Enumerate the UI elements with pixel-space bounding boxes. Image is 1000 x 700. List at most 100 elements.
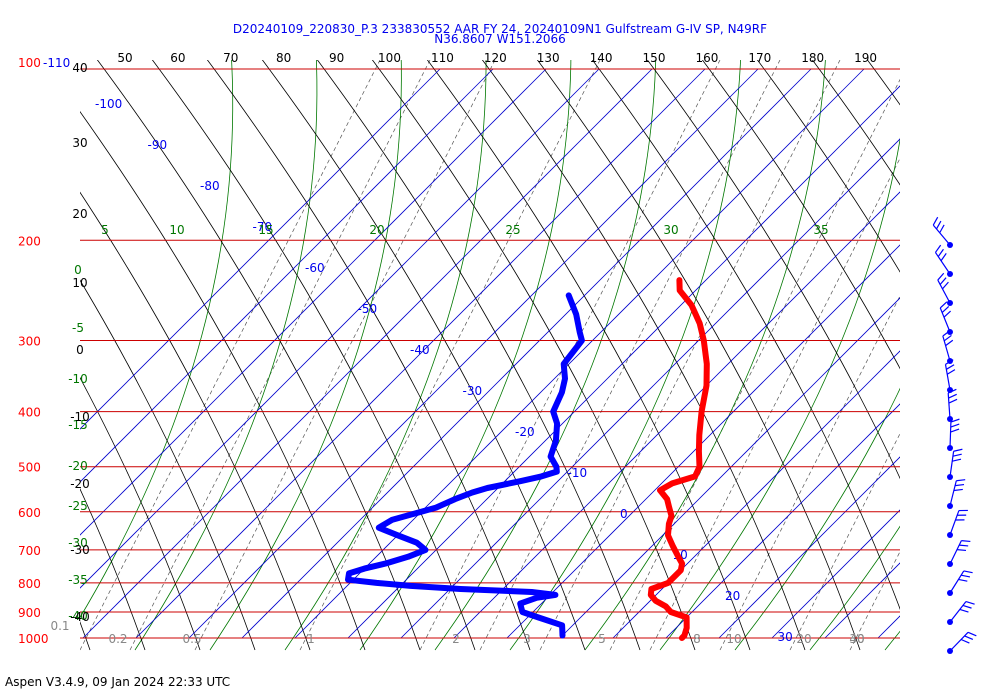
theta-e-left-label: -40 (68, 609, 88, 623)
wind-barb-feather (932, 216, 939, 226)
wind-barb-feather (967, 631, 977, 637)
wind-barb-feather (948, 398, 958, 404)
mixing-ratio-line (129, 60, 431, 651)
wind-barb-feather (962, 604, 972, 609)
isotherm-line (400, 138, 900, 639)
isotherm-line (82, 68, 653, 639)
mixing-ratio-label: 40 (849, 632, 864, 646)
wind-barb-feather (950, 423, 960, 428)
isotherm-line (294, 68, 865, 639)
top-temperature-label: 160 (695, 51, 718, 65)
wind-barb-shaft (934, 252, 951, 275)
theta-e-left-label: -10 (68, 372, 88, 386)
isotherm-line (453, 191, 900, 639)
wind-barb-feather (953, 488, 963, 492)
isotherm-line (80, 68, 494, 483)
wind-barb-feather (956, 479, 966, 482)
mixing-ratio-label: 0.5 (182, 632, 201, 646)
dry-adiabat-line (756, 60, 900, 273)
moist-adiabat-line (809, 525, 900, 651)
wind-barb-feather (958, 578, 968, 582)
height-label: 0 (76, 343, 84, 357)
wind-barb-shaft (939, 307, 951, 333)
wind-barb-feather (943, 334, 952, 342)
top-temperature-label: 140 (590, 51, 613, 65)
wind-barb-feather (937, 248, 944, 257)
pressure-label: 500 (18, 461, 41, 475)
isotherm-label: -80 (200, 179, 220, 193)
mixing-ratio-line (609, 78, 900, 651)
dry-adiabat-line (206, 60, 531, 651)
dry-adiabat-line (701, 60, 900, 370)
wind-barb-feather (946, 369, 956, 375)
wind-barb-shaft (949, 570, 965, 594)
isotherm-line (718, 456, 900, 639)
isotherm-line (559, 297, 900, 639)
isotherm-label: -40 (410, 343, 430, 357)
top-temperature-label: 50 (117, 51, 132, 65)
wind-barb-feather (950, 428, 960, 433)
wind-barb-feather (961, 540, 971, 543)
wind-barb-shaft (937, 279, 951, 304)
wind-barb-feather (952, 453, 962, 457)
wind-barb-feather (940, 253, 947, 262)
top-temperature-label: 100 (378, 51, 401, 65)
top-temperature-label: 90 (329, 51, 344, 65)
isotherm-line (612, 350, 900, 639)
isotherm-label: 20 (725, 589, 740, 603)
isotherm-label: -90 (148, 138, 168, 152)
mixing-ratio-line (479, 60, 781, 651)
chart-subtitle: N36.8607 W151.2066 (434, 32, 566, 46)
wind-barb-shaft (949, 510, 960, 536)
wind-barb-feather (961, 574, 971, 578)
dry-adiabat-line (80, 279, 256, 651)
temperature-profile-line (647, 277, 710, 641)
top-temperature-label: 80 (276, 51, 291, 65)
isotherm-line (241, 68, 812, 639)
wind-barb-feather (939, 301, 948, 309)
pressure-label: 800 (18, 577, 41, 591)
moist-adiabat-line (659, 137, 900, 651)
isotherm-label: -30 (463, 384, 483, 398)
wind-barb-feather (952, 458, 962, 462)
wind-barb-feather (945, 339, 954, 347)
mixing-ratio-label: 3 (523, 632, 531, 646)
mixing-ratio-label: 1 (307, 632, 315, 646)
isotherm-label: -20 (515, 425, 535, 439)
wind-barb-feather (959, 608, 969, 613)
wind-barb-shaft (932, 224, 951, 246)
isotherm-line (824, 562, 900, 639)
top-temperature-label: 120 (484, 51, 507, 65)
theta-e-left-label: -20 (68, 459, 88, 473)
theta-e-left-label: -35 (68, 573, 88, 587)
wind-barb-feather (939, 224, 945, 234)
isotherm-line (80, 68, 600, 589)
height-label: -30 (70, 543, 90, 557)
wind-barb-shaft (949, 631, 969, 652)
pressure-label: 300 (18, 334, 41, 348)
mixing-ratio-line (849, 550, 900, 651)
pressure-label: 600 (18, 506, 41, 520)
wind-barb-feather (939, 277, 947, 285)
wind-barb-feather (964, 635, 974, 640)
isotherm-label: 0 (620, 507, 628, 521)
dry-adiabat-line (646, 60, 900, 480)
mixing-ratio-line (719, 295, 900, 651)
wind-barb-shaft (949, 421, 952, 449)
height-label: 40 (72, 61, 87, 75)
isotherm-line (80, 68, 441, 430)
isotherm-line (135, 68, 706, 639)
isotherm-line (665, 403, 900, 639)
wind-barb-shaft (949, 540, 962, 565)
top-temperature-label: 150 (643, 51, 666, 65)
top-temperature-label: 190 (854, 51, 877, 65)
mixing-ratio-line (539, 60, 841, 651)
wind-barb-feather (955, 483, 965, 487)
pressure-label: 900 (18, 606, 41, 620)
moist-adiabat-line (434, 60, 657, 651)
height-label: 30 (72, 136, 87, 150)
wind-barb-shaft (949, 451, 955, 478)
theta-e-top-label: 25 (505, 223, 520, 237)
isotherm-line (771, 509, 900, 639)
pressure-label: 1000 (18, 632, 49, 646)
